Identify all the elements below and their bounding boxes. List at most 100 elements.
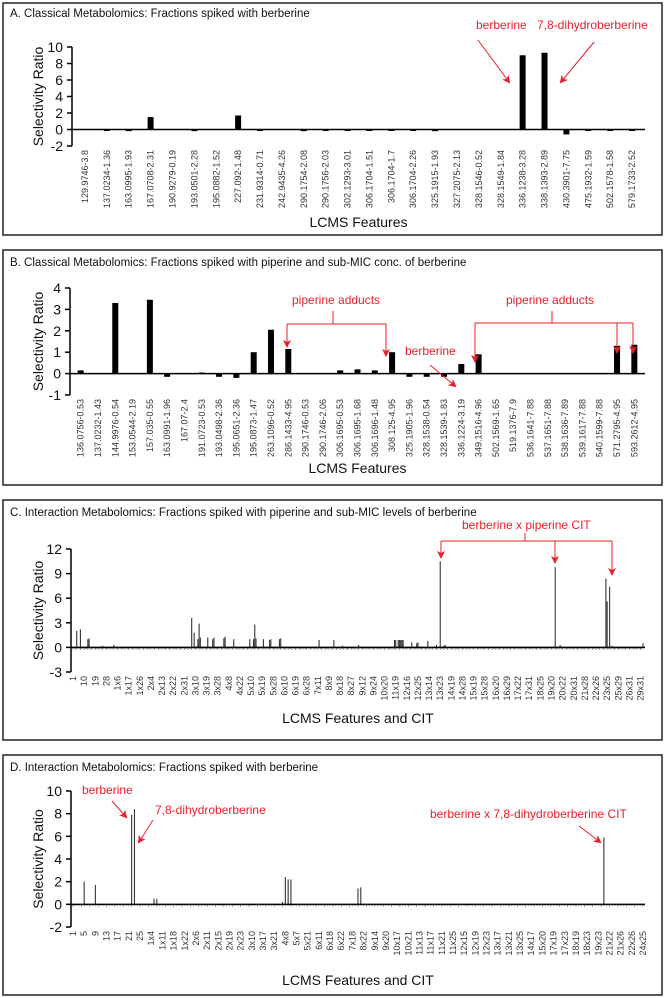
- x-tick-label: 327.2075-2.13: [452, 150, 462, 208]
- x-tick-label: 163.0991-1.96: [162, 399, 172, 457]
- panel-title: A. Classical Metabolomics: Fractions spi…: [10, 8, 310, 20]
- x-tick-label: 9: [90, 931, 100, 936]
- bar: [146, 299, 153, 374]
- x-tick-label: 538.1636-7.89: [560, 399, 570, 457]
- annotation-berberine-x-piperine-cit: berberine x piperine CIT: [462, 518, 591, 532]
- annotation-berberine: berberine: [82, 783, 133, 797]
- panel-border: [2, 499, 663, 741]
- x-tick-label: 14x19: [446, 676, 456, 701]
- x-tick-label: 1x26: [135, 676, 145, 696]
- x-axis-label: LCMS Features and CIT: [282, 710, 434, 726]
- y-tick-label: 0: [54, 639, 62, 655]
- x-tick-label: 5x10: [246, 676, 256, 696]
- x-tick-label: 17x23: [560, 931, 570, 956]
- bar: [475, 354, 482, 374]
- bar: [125, 129, 132, 132]
- x-tick-label: 167.07-2.4: [179, 399, 189, 442]
- x-tick-label: 11x21: [437, 931, 447, 955]
- x-tick-label: 2x6: [191, 931, 201, 946]
- y-tick-label: 12: [46, 541, 62, 557]
- x-tick-label: 13x14: [424, 676, 434, 701]
- bar: [285, 348, 292, 374]
- x-tick-label: 19: [90, 676, 100, 686]
- x-tick-label: 242.9435-4.26: [277, 150, 287, 208]
- x-tick-label: 28: [101, 676, 111, 686]
- x-tick-label: 17x31: [524, 676, 534, 701]
- x-tick-label: 11x25: [448, 931, 458, 955]
- x-tick-label: 6x22: [336, 931, 346, 951]
- x-tick-label: 306.1704-1.7: [386, 150, 396, 203]
- x-tick-label: 5: [79, 931, 89, 936]
- x-tick-label: 157.035-0.55: [145, 399, 155, 452]
- bar: [541, 52, 548, 130]
- bar: [112, 302, 119, 374]
- x-tick-label: 12x25: [413, 676, 423, 701]
- x-tick-label: 3x28: [213, 676, 223, 696]
- annotation-piperine-adducts-2: piperine adducts: [506, 293, 594, 307]
- x-tick-label: 195.0651-2.36: [231, 399, 241, 457]
- x-tick-label: 25: [135, 931, 145, 941]
- x-tick-label: 290.1754-2.08: [299, 150, 309, 208]
- x-tick-label: 195.0882-1.52: [211, 150, 221, 208]
- x-tick-label: 22x26: [591, 676, 601, 701]
- y-tick-label: 0: [54, 896, 62, 912]
- annotation-arrow: [111, 800, 128, 819]
- x-tick-label: 17: [113, 931, 123, 941]
- x-tick-label: 1x4: [146, 931, 156, 946]
- x-tick-label: 9x24: [368, 676, 378, 696]
- x-tick-label: 502.1578-1.58: [605, 150, 615, 208]
- y-tick-label: 4: [54, 851, 62, 867]
- x-tick-label: 3x21: [269, 931, 279, 951]
- x-tick-label: 2x13: [157, 676, 167, 696]
- annotation-arrow: [429, 364, 457, 388]
- y-tick-label: -1: [49, 387, 62, 403]
- x-tick-label: 136.0756-0.53: [76, 399, 86, 457]
- x-tick-label: 1x17: [124, 676, 134, 696]
- x-tick-label: 137.0234-1.36: [102, 150, 112, 208]
- x-tick-label: 2x15: [213, 931, 223, 951]
- x-tick-label: 571.2795-4.95: [612, 399, 622, 457]
- x-tick-label: 11x13: [414, 931, 424, 955]
- x-tick-label: 579.1733-2.52: [627, 150, 637, 208]
- bar: [216, 373, 223, 377]
- x-tick-label: 430.3901-7.75: [561, 150, 571, 208]
- y-tick-label: 2: [53, 323, 61, 339]
- x-tick-label: 328.1546-0.52: [474, 150, 484, 208]
- panel-title: B. Classical Metabolomics: Fractions spi…: [10, 257, 466, 269]
- x-axis-label: LCMS Features and CIT: [282, 972, 434, 988]
- y-tick-label: 4: [55, 89, 63, 105]
- annotation-arrow: [578, 825, 602, 844]
- bar: [300, 129, 307, 132]
- bar: [371, 370, 378, 374]
- x-tick-label: 3x19: [202, 676, 212, 696]
- y-tick-label: 10: [46, 783, 62, 799]
- x-axis-label: LCMS Features: [309, 214, 407, 230]
- x-tick-label: 7x18: [347, 931, 357, 951]
- bar: [458, 363, 465, 374]
- x-tick-label: 16x29: [502, 676, 512, 701]
- x-tick-label: 10x21: [403, 931, 413, 956]
- x-tick-label: 12x15: [459, 931, 469, 956]
- x-tick-label: 11x17: [426, 931, 436, 955]
- panel-a: A. Classical Metabolomics: Fractions spi…: [2, 2, 663, 236]
- x-tick-label: 536.1641-7.88: [526, 399, 536, 457]
- x-tick-label: 17x19: [549, 931, 559, 956]
- x-tick-label: 475.1932-1.59: [583, 150, 593, 208]
- x-axis-label: LCMS Features: [308, 460, 406, 476]
- x-tick-label: 1: [68, 931, 78, 936]
- x-tick-label: 5x19: [257, 676, 267, 696]
- x-tick-label: 2x4: [146, 676, 156, 691]
- y-tick-label: 2: [55, 105, 63, 121]
- x-tick-label: 13x23: [435, 676, 445, 701]
- x-tick-label: 19x20: [547, 676, 557, 701]
- bar: [614, 345, 621, 374]
- x-tick-label: 2x19: [224, 931, 234, 951]
- x-tick-label: 286.1433-4.95: [283, 399, 293, 457]
- bar: [432, 129, 439, 132]
- y-tick-label: 10: [47, 39, 63, 55]
- bar: [267, 329, 274, 374]
- x-tick-label: 1x22: [180, 931, 190, 951]
- bar: [233, 373, 240, 378]
- bar: [354, 369, 361, 374]
- x-tick-label: 308.125-4.95: [387, 399, 397, 452]
